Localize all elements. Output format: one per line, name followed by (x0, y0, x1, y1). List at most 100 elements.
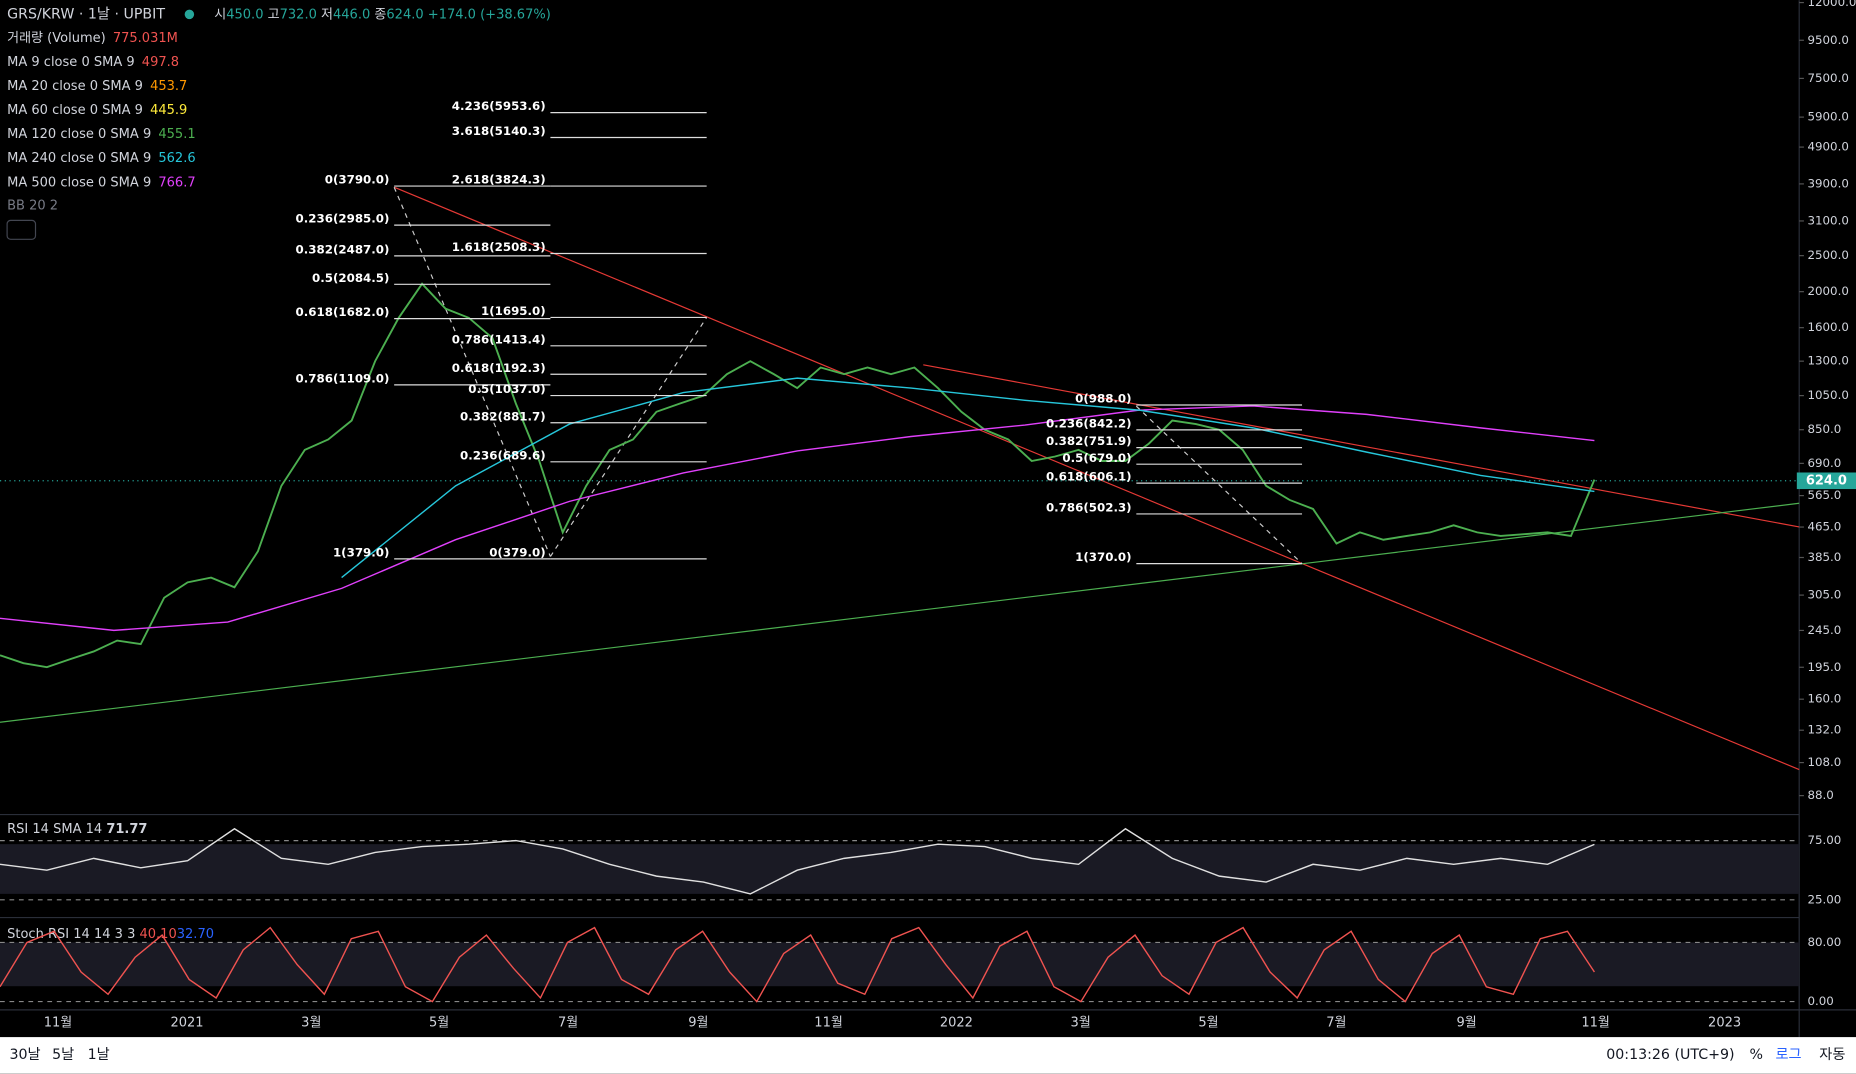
indicator-name: MA 60 close 0 SMA 9 (7, 103, 143, 118)
indicator-name: MA 9 close 0 SMA 9 (7, 55, 135, 70)
x-tick-label: 11월 (44, 1015, 73, 1030)
fib-label: 0.236(689.6) (460, 448, 546, 462)
indicator-value: 562.6 (158, 151, 195, 166)
x-tick-label: 2022 (940, 1015, 973, 1030)
x-tick-label: 5월 (429, 1015, 449, 1030)
ohlc-value: 446.0 (333, 7, 370, 22)
rsi-title: RSI 14 SMA 14 71.77 (7, 821, 147, 836)
y-tick-label: 565.0 (1807, 488, 1841, 502)
y-tick-label: 75.00 (1807, 833, 1841, 847)
fib-label: 0.382(2487.0) (296, 242, 390, 256)
x-tick-label: 11월 (1581, 1015, 1610, 1030)
bb-label: BB 20 2 (7, 199, 58, 214)
y-tick-label: 850.0 (1807, 422, 1841, 436)
ohlc-value: 450.0 (226, 7, 263, 22)
fib-label: 0.382(751.9) (1046, 434, 1132, 448)
clock: 00:13:26 (UTC+9) (1606, 1047, 1734, 1063)
last-price-tag (1796, 472, 1856, 490)
change: +174.0 (+38.67%) (428, 7, 551, 22)
y-tick-label: 1600.0 (1807, 320, 1848, 334)
x-tick-label: 7월 (558, 1015, 578, 1030)
x-tick-label: 2023 (1708, 1015, 1741, 1030)
fib-label: 0.5(679.0) (1062, 451, 1131, 465)
stoch-d: 32.70 (177, 927, 214, 942)
fib-label: 1(370.0) (1075, 550, 1131, 564)
y-tick-label: 2500.0 (1807, 248, 1848, 262)
y-tick-label: 9500.0 (1807, 33, 1848, 47)
y-tick-label: 160.0 (1807, 692, 1841, 706)
ohlc-label: 시 (214, 7, 226, 22)
option-button[interactable]: % (1749, 1047, 1762, 1063)
indicator-value: 775.031M (113, 31, 178, 46)
fib-label: 0.786(502.3) (1046, 501, 1132, 515)
fib-label: 0.236(2985.0) (296, 212, 390, 226)
fib-label: 1.618(2508.3) (452, 240, 546, 254)
bottom-bar-bg (0, 1037, 1856, 1074)
range-button[interactable]: 5날 (52, 1047, 74, 1063)
ohlc: 시450.0 고732.0 저446.0 종624.0 +174.0 (+38.… (214, 7, 551, 22)
fib-label: 0.618(1192.3) (452, 361, 546, 375)
fib-label: 0.236(842.2) (1046, 416, 1132, 430)
y-tick-label: 3100.0 (1807, 213, 1848, 227)
status-dot (184, 9, 195, 20)
range-button[interactable]: 1날 (88, 1047, 110, 1063)
fib-label: 0(988.0) (1075, 392, 1131, 406)
y-tick-label: 305.0 (1807, 588, 1841, 602)
range-button[interactable]: 30날 (9, 1047, 40, 1063)
fib-label: 0.618(606.1) (1046, 470, 1132, 484)
trend-line (0, 502, 1800, 723)
y-tick-label: 4900.0 (1807, 140, 1848, 154)
fib-label: 3.618(5140.3) (452, 124, 546, 138)
fib-label: 0.382(881.7) (460, 409, 546, 423)
indicator-value: 455.1 (158, 127, 195, 142)
indicator: MA 500 close 0 SMA 9 766.7 (7, 175, 196, 190)
option-button[interactable]: 로그 (1776, 1047, 1802, 1063)
rsi-name: RSI 14 SMA 14 (7, 821, 102, 836)
fib-label: 1(1695.0) (481, 304, 546, 318)
stoch-band (0, 942, 1800, 987)
rsi-value: 71.77 (106, 821, 147, 836)
y-tick-label: 690.0 (1807, 456, 1841, 470)
fib-label: 0.786(1413.4) (452, 332, 546, 346)
fib-label: 1(379.0) (333, 545, 389, 559)
option-button[interactable]: 자동 (1819, 1047, 1845, 1063)
y-tick-label: 88.0 (1807, 788, 1833, 802)
ohlc-label: 저 (321, 7, 333, 22)
indicator: MA 9 close 0 SMA 9 497.8 (7, 55, 179, 70)
symbol: GRS/KRW · 1날 · UPBIT (7, 6, 165, 22)
last-price: 624.0 (1806, 473, 1847, 488)
price-line (0, 405, 1595, 632)
y-tick-label: 0.00 (1807, 994, 1833, 1008)
y-tick-label: 1050.0 (1807, 388, 1848, 402)
fib-guide (549, 317, 708, 557)
rsi-line (0, 827, 1595, 895)
fib-guide (1135, 405, 1303, 565)
stoch-title: Stoch RSI 14 14 3 3 40.1032.70 (7, 927, 214, 942)
stoch-line (0, 926, 1596, 1003)
stoch-name: Stoch RSI 14 14 3 3 (7, 927, 135, 942)
fib-label: 0(3790.0) (325, 173, 390, 187)
x-tick-label: 9월 (688, 1015, 708, 1030)
x-tick-label: 11월 (814, 1015, 843, 1030)
indicator-name: MA 500 close 0 SMA 9 (7, 175, 151, 190)
y-tick-label: 3900.0 (1807, 176, 1848, 190)
y-tick-label: 1300.0 (1807, 354, 1848, 368)
price-line (341, 377, 1595, 579)
trend-line (923, 364, 1800, 528)
indicator: MA 20 close 0 SMA 9 453.7 (7, 79, 187, 94)
indicator: MA 120 close 0 SMA 9 455.1 (7, 127, 196, 142)
x-tick-label: 2021 (170, 1015, 203, 1030)
fib-label: 2.618(3824.3) (452, 173, 546, 187)
indicator-value: 445.9 (150, 103, 187, 118)
y-tick-label: 245.0 (1807, 623, 1841, 637)
indicator: MA 240 close 0 SMA 9 562.6 (7, 151, 196, 166)
collapse-button[interactable] (6, 219, 37, 240)
rsi-band (0, 844, 1800, 894)
x-tick-label: 3월 (1071, 1015, 1091, 1030)
price-line (0, 282, 1596, 669)
y-tick-label: 108.0 (1807, 755, 1841, 769)
y-tick-label: 5900.0 (1807, 110, 1848, 124)
